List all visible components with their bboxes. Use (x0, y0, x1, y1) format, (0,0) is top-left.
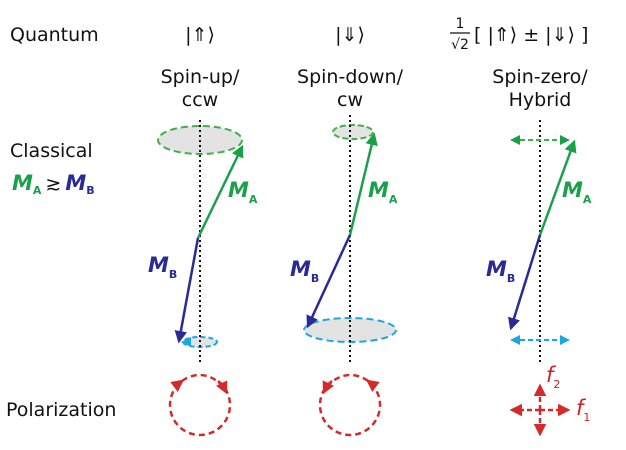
frequency-label: f2 (546, 363, 560, 391)
relation: MA≳MB (12, 171, 95, 197)
row-label: Classical (10, 140, 93, 162)
polarization-linear (512, 386, 568, 434)
vector-label: MB (148, 253, 177, 281)
vector-label: MA (228, 178, 258, 206)
polarization-cw (320, 375, 380, 435)
spin-down-diagram (304, 115, 396, 365)
vector-label: MA (368, 178, 398, 206)
ket: [ |⇑⟩ ± |⇓⟩ ] (474, 24, 588, 46)
vector-label: MA (562, 178, 592, 206)
vector-label: MB (486, 257, 515, 285)
mode: Spin-down/ (297, 66, 404, 88)
mode: Spin-zero/ (492, 66, 588, 88)
hybrid-diagram (511, 120, 574, 365)
ket: |⇓⟩ (335, 24, 365, 46)
frequency-label: f1 (576, 396, 590, 424)
fraction-denominator: √2 (451, 37, 469, 53)
polarization-ccw (170, 375, 230, 435)
row-label: Quantum (10, 24, 99, 46)
mode: Hybrid (509, 89, 572, 111)
mode: ccw (182, 89, 218, 111)
spin-up-diagram (158, 120, 242, 365)
fraction-numerator: 1 (456, 16, 465, 32)
ket: |⇑⟩ (185, 24, 215, 46)
diagram: Quantum Classical Polarization MA≳MB |⇑⟩… (0, 0, 626, 450)
vector-label: MB (290, 257, 319, 285)
mode: cw (337, 89, 363, 111)
mode: Spin-up/ (161, 66, 240, 88)
row-label: Polarization (6, 399, 116, 421)
